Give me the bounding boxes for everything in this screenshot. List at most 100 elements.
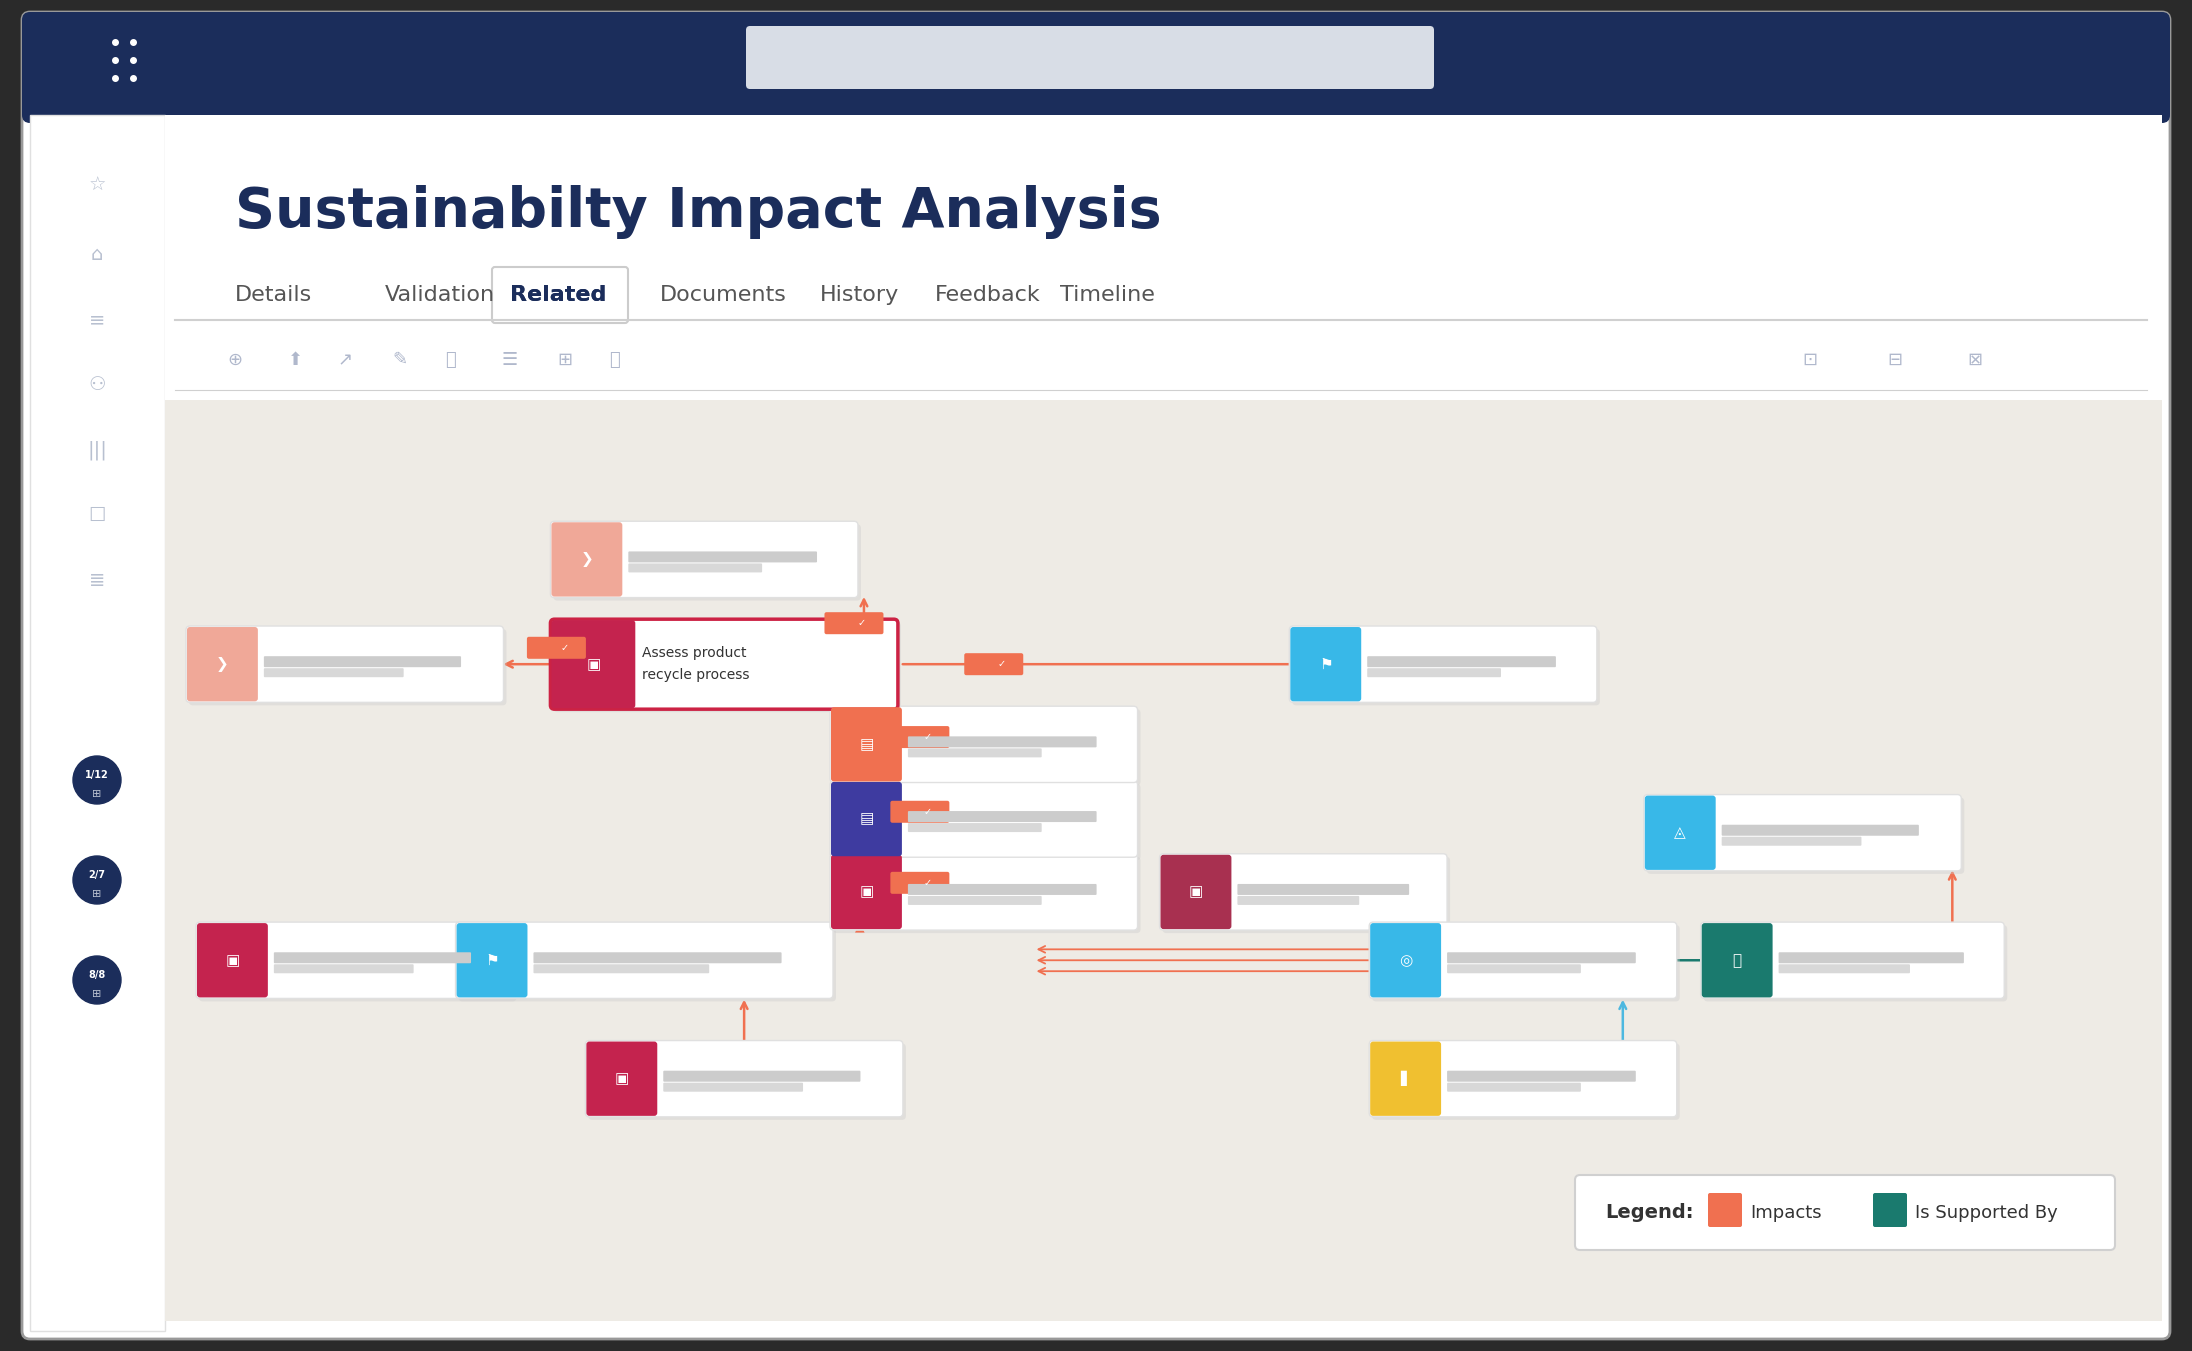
- Text: |||: |||: [88, 440, 107, 459]
- FancyBboxPatch shape: [1238, 884, 1409, 894]
- Text: Validation: Validation: [386, 285, 495, 305]
- Text: ⊕: ⊕: [228, 351, 243, 369]
- FancyBboxPatch shape: [1644, 794, 1962, 871]
- Text: Related: Related: [511, 285, 607, 305]
- Text: ⊞: ⊞: [92, 789, 101, 798]
- Text: ❯: ❯: [217, 657, 228, 671]
- Text: Details: Details: [235, 285, 311, 305]
- Text: ⊟: ⊟: [1887, 351, 1903, 369]
- Text: Documents: Documents: [660, 285, 787, 305]
- FancyBboxPatch shape: [1576, 1175, 2115, 1250]
- FancyBboxPatch shape: [831, 707, 901, 781]
- FancyBboxPatch shape: [550, 521, 857, 597]
- FancyBboxPatch shape: [1646, 797, 1964, 874]
- Text: Impacts: Impacts: [1749, 1204, 1822, 1221]
- FancyBboxPatch shape: [907, 823, 1041, 832]
- FancyBboxPatch shape: [456, 923, 528, 997]
- FancyBboxPatch shape: [1721, 836, 1861, 846]
- Text: ⊞: ⊞: [92, 889, 101, 898]
- FancyBboxPatch shape: [1703, 925, 2008, 1001]
- FancyBboxPatch shape: [907, 748, 1041, 758]
- FancyBboxPatch shape: [263, 669, 403, 677]
- FancyBboxPatch shape: [1293, 630, 1600, 705]
- Circle shape: [72, 757, 121, 804]
- Text: Feedback: Feedback: [936, 285, 1041, 305]
- FancyBboxPatch shape: [456, 923, 833, 998]
- FancyBboxPatch shape: [1291, 627, 1361, 701]
- FancyBboxPatch shape: [585, 1040, 903, 1117]
- FancyBboxPatch shape: [664, 1071, 861, 1082]
- FancyBboxPatch shape: [1701, 923, 2003, 998]
- Text: ▣: ▣: [585, 657, 601, 671]
- FancyBboxPatch shape: [1289, 626, 1596, 703]
- FancyBboxPatch shape: [550, 619, 899, 709]
- FancyBboxPatch shape: [552, 623, 901, 712]
- Text: ⬛: ⬛: [609, 351, 620, 369]
- FancyBboxPatch shape: [186, 627, 259, 701]
- FancyBboxPatch shape: [964, 653, 1024, 676]
- FancyBboxPatch shape: [186, 626, 504, 703]
- Text: ▤: ▤: [859, 736, 875, 753]
- Text: ❯: ❯: [581, 553, 594, 567]
- FancyBboxPatch shape: [533, 952, 783, 963]
- FancyBboxPatch shape: [890, 801, 949, 823]
- FancyBboxPatch shape: [1778, 965, 1909, 973]
- Text: recycle process: recycle process: [642, 669, 750, 682]
- Text: Legend:: Legend:: [1605, 1202, 1694, 1223]
- FancyBboxPatch shape: [629, 551, 818, 562]
- FancyBboxPatch shape: [664, 1082, 802, 1092]
- FancyBboxPatch shape: [197, 923, 267, 997]
- FancyBboxPatch shape: [745, 26, 1434, 89]
- FancyBboxPatch shape: [1644, 796, 1716, 870]
- Text: ☰: ☰: [502, 351, 517, 369]
- Text: ▣: ▣: [1188, 885, 1203, 900]
- FancyBboxPatch shape: [263, 657, 460, 667]
- Text: 🗑: 🗑: [445, 351, 456, 369]
- Text: ✓: ✓: [923, 807, 932, 817]
- FancyBboxPatch shape: [1872, 1193, 1907, 1227]
- Text: ≡: ≡: [90, 311, 105, 330]
- FancyBboxPatch shape: [831, 707, 1138, 782]
- FancyBboxPatch shape: [833, 784, 1140, 861]
- Circle shape: [72, 857, 121, 904]
- Text: ⊠: ⊠: [1968, 351, 1982, 369]
- FancyBboxPatch shape: [1162, 857, 1451, 934]
- FancyBboxPatch shape: [552, 523, 623, 597]
- FancyBboxPatch shape: [1370, 1042, 1440, 1116]
- Text: ▲: ▲: [855, 920, 866, 934]
- Text: ✓: ✓: [561, 643, 568, 653]
- Bar: [164, 400, 2161, 1321]
- FancyBboxPatch shape: [1708, 1193, 1743, 1227]
- FancyBboxPatch shape: [907, 811, 1096, 821]
- FancyBboxPatch shape: [1160, 854, 1447, 929]
- Text: ▣: ▣: [226, 952, 239, 967]
- FancyBboxPatch shape: [831, 855, 901, 929]
- FancyBboxPatch shape: [533, 965, 710, 973]
- FancyBboxPatch shape: [890, 871, 949, 894]
- FancyBboxPatch shape: [1721, 824, 1918, 836]
- FancyBboxPatch shape: [831, 781, 1138, 858]
- Text: 2/7: 2/7: [88, 870, 105, 880]
- Text: ✎: ✎: [392, 351, 408, 369]
- FancyBboxPatch shape: [907, 884, 1096, 894]
- Text: ▤: ▤: [859, 812, 875, 827]
- FancyBboxPatch shape: [22, 12, 2170, 1339]
- FancyBboxPatch shape: [1701, 923, 1773, 997]
- Text: Sustainabilty Impact Analysis: Sustainabilty Impact Analysis: [235, 185, 1162, 239]
- Text: 8/8: 8/8: [88, 970, 105, 979]
- FancyBboxPatch shape: [837, 705, 881, 928]
- Text: ↗: ↗: [338, 351, 353, 369]
- Circle shape: [72, 957, 121, 1004]
- Text: Timeline: Timeline: [1061, 285, 1155, 305]
- Text: ≣: ≣: [90, 570, 105, 589]
- Text: 👥: 👥: [1732, 952, 1743, 967]
- FancyBboxPatch shape: [1370, 923, 1677, 998]
- FancyBboxPatch shape: [907, 736, 1096, 747]
- FancyBboxPatch shape: [1447, 952, 1635, 963]
- FancyBboxPatch shape: [274, 965, 414, 973]
- FancyBboxPatch shape: [1372, 925, 1679, 1001]
- Text: Related: Related: [511, 285, 607, 305]
- Text: ⊞: ⊞: [92, 989, 101, 998]
- Bar: [164, 115, 2161, 1321]
- FancyBboxPatch shape: [824, 612, 883, 634]
